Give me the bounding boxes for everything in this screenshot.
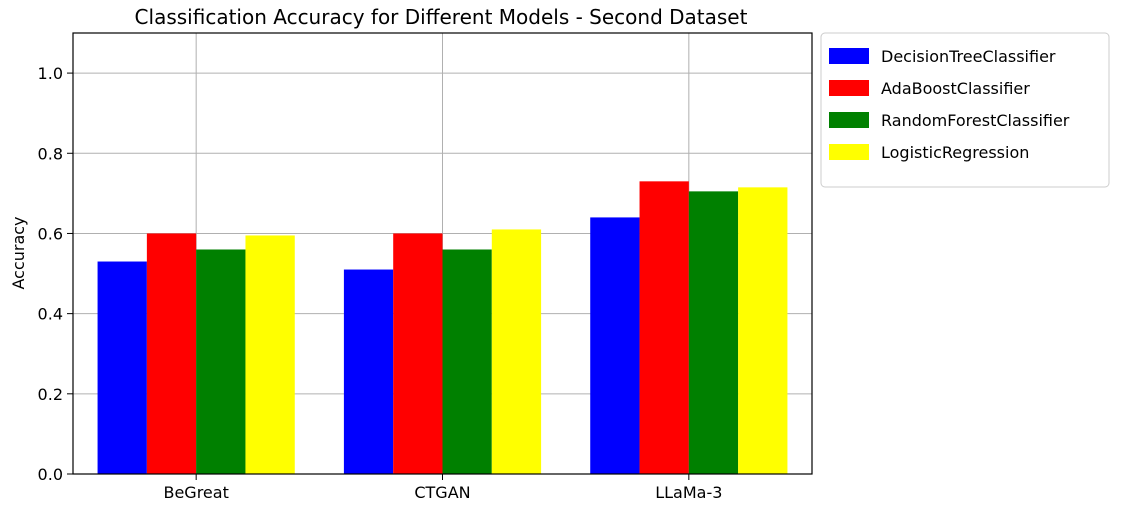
legend-swatch (829, 80, 869, 96)
legend: DecisionTreeClassifier AdaBoostClassifier… (820, 32, 1110, 188)
bar-AdaBoostClassifier-LLaMa-3 (639, 181, 689, 474)
legend-swatch (829, 144, 869, 160)
y-axis-label: Accuracy (9, 216, 28, 289)
y-tick-label: 0.4 (38, 305, 63, 324)
y-tick-labels: 0.0 0.2 0.4 0.6 0.8 1.0 (38, 64, 63, 484)
y-tick-label: 0.0 (38, 465, 63, 484)
bars (97, 181, 788, 475)
legend-label: AdaBoostClassifier (881, 79, 1030, 98)
bar-AdaBoostClassifier-CTGAN (393, 233, 443, 474)
legend-label: RandomForestClassifier (881, 111, 1070, 130)
y-tick-label: 1.0 (38, 64, 63, 83)
legend-label: DecisionTreeClassifier (881, 47, 1056, 66)
bar-RandomForestClassifier-CTGAN (442, 249, 492, 474)
bar-DecisionTreeClassifier-BeGreat (97, 261, 147, 474)
legend-swatch (829, 48, 869, 64)
y-tick-label: 0.2 (38, 385, 63, 404)
bar-LogisticRegression-LLaMa-3 (738, 187, 788, 474)
bar-LogisticRegression-BeGreat (245, 235, 295, 474)
legend-box (820, 32, 1110, 188)
x-tick-labels: BeGreat CTGAN LLaMa-3 (163, 483, 722, 502)
y-tick-label: 0.6 (38, 224, 63, 243)
legend-swatch (829, 112, 869, 128)
axes (67, 32, 813, 480)
bar-DecisionTreeClassifier-LLaMa-3 (590, 217, 640, 474)
bar-LogisticRegression-CTGAN (491, 229, 542, 474)
y-tick-label: 0.8 (38, 144, 63, 163)
legend-label: LogisticRegression (881, 143, 1029, 162)
bar-DecisionTreeClassifier-CTGAN (343, 269, 394, 474)
bar-AdaBoostClassifier-BeGreat (146, 233, 197, 474)
x-tick-label: LLaMa-3 (655, 483, 722, 502)
x-tick-label: CTGAN (414, 483, 470, 502)
x-tick-label: BeGreat (163, 483, 228, 502)
bar-RandomForestClassifier-BeGreat (196, 249, 246, 474)
chart-title: Classification Accuracy for Different Mo… (135, 5, 748, 29)
bar-RandomForestClassifier-LLaMa-3 (688, 191, 739, 475)
